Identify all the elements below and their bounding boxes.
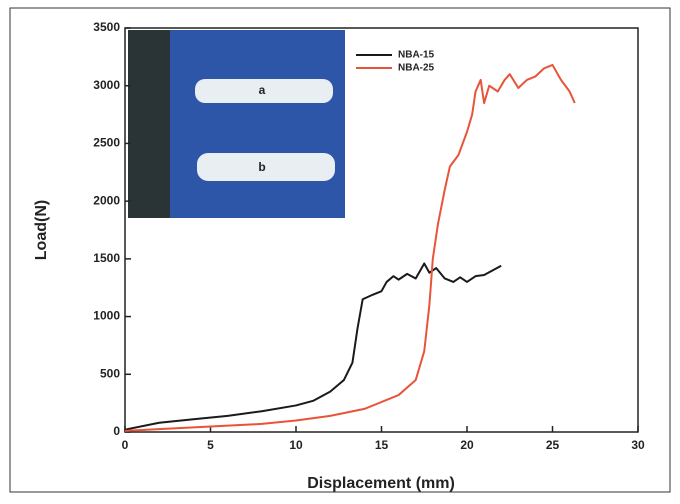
legend-box bbox=[350, 43, 462, 79]
inset-tube bbox=[197, 153, 335, 181]
inset-photo: a b bbox=[128, 30, 345, 218]
legend-text: NBA-15 bbox=[398, 50, 435, 61]
series-line bbox=[124, 63, 576, 432]
y-tick-label: 500 bbox=[100, 366, 120, 380]
y-tick-label: 3000 bbox=[93, 78, 120, 92]
y-tick-label: 2000 bbox=[93, 193, 120, 207]
x-tick-label: 30 bbox=[631, 438, 645, 452]
x-tick-label: 15 bbox=[375, 438, 389, 452]
outer-frame bbox=[9, 7, 671, 493]
series-line bbox=[124, 262, 502, 431]
x-tick-label: 5 bbox=[207, 438, 214, 452]
x-tick-label: 0 bbox=[122, 438, 129, 452]
inset-strip bbox=[128, 30, 170, 218]
x-tick-label: 10 bbox=[289, 438, 303, 452]
x-tick-label: 20 bbox=[460, 438, 474, 452]
x-axis-title: Displacement (mm) bbox=[307, 475, 455, 492]
y-tick-label: 1500 bbox=[93, 251, 120, 265]
y-tick-label: 1000 bbox=[93, 309, 120, 323]
y-tick-label: 2500 bbox=[93, 136, 120, 150]
x-tick-label: 25 bbox=[546, 438, 560, 452]
y-axis-title: Load(N) bbox=[33, 200, 50, 260]
y-tick-label: 0 bbox=[113, 424, 120, 438]
inset-label: b bbox=[258, 160, 265, 174]
y-tick-label: 3500 bbox=[93, 20, 120, 34]
inset-tube bbox=[195, 79, 333, 103]
inset-label: a bbox=[259, 83, 266, 97]
legend-text: NBA-25 bbox=[398, 63, 435, 74]
